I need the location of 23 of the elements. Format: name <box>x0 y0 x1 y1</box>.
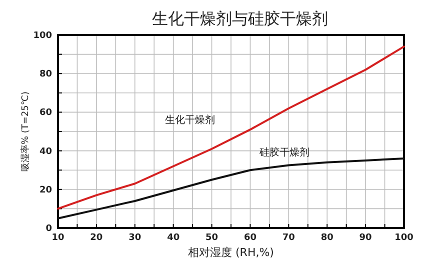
x-tick-label: 10 <box>52 233 64 243</box>
y-tick-label: 20 <box>39 185 52 196</box>
x-tick-label: 90 <box>359 233 372 243</box>
line-series <box>57 158 405 220</box>
x-tick-label: 40 <box>167 233 180 243</box>
y-tick-label: 60 <box>39 108 52 118</box>
y-tick-label: 0 <box>46 224 52 234</box>
y-axis-title: 吸湿率% (T=25℃) <box>20 91 31 172</box>
chart-title: 生化干燥剂与硅胶干燥剂 <box>152 9 328 28</box>
y-tick-label: 80 <box>39 70 52 80</box>
x-tick-label: 30 <box>128 233 142 243</box>
x-tick-label: 20 <box>90 233 103 243</box>
x-tick-label: 60 <box>244 233 256 243</box>
y-tick-label: 100 <box>33 31 52 41</box>
y-tick-label: 40 <box>39 146 52 157</box>
x-tick-label: 50 <box>206 233 218 243</box>
series-label: 生化干燥剂 <box>164 114 215 126</box>
x-tick-label: 100 <box>394 233 414 243</box>
x-tick-label: 80 <box>320 233 334 243</box>
series-label: 硅胶干燥剂 <box>258 146 310 158</box>
x-axis-title: 相对湿度 (RH,%) <box>188 246 274 259</box>
x-tick-label: 70 <box>282 233 295 243</box>
line-series <box>57 46 405 210</box>
